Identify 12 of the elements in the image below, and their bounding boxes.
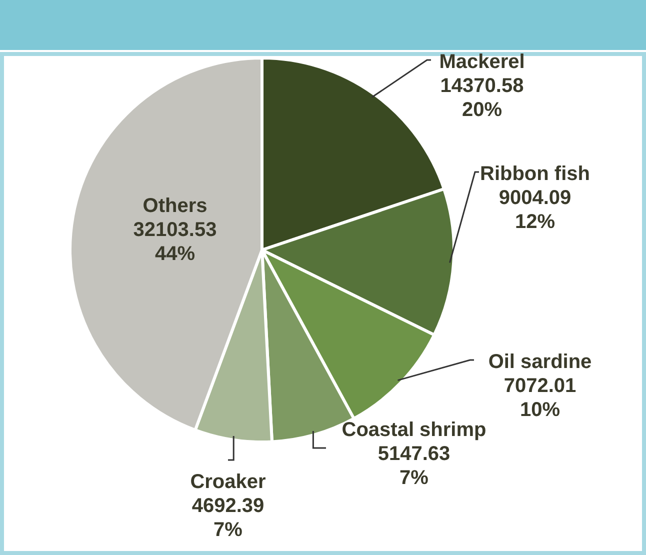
slice-label: Oil sardine xyxy=(488,351,592,373)
slice-label: Ribbon fish xyxy=(480,163,590,185)
data-label: 4692.39 7% xyxy=(192,495,264,541)
data-label: 5147.63 7% xyxy=(378,443,450,489)
data-label: 14370.58 20% xyxy=(440,75,524,121)
data-label: 9004.09 12% xyxy=(498,187,572,233)
slice-label: Others xyxy=(142,195,208,217)
data-label: 32103.53 44% xyxy=(133,219,217,265)
slice-label: Croaker xyxy=(190,471,266,493)
slice-label: Coastal shrimp xyxy=(342,419,486,441)
data-label: 7072.01 10% xyxy=(504,375,576,421)
slice-label: Mackerel xyxy=(439,51,525,73)
